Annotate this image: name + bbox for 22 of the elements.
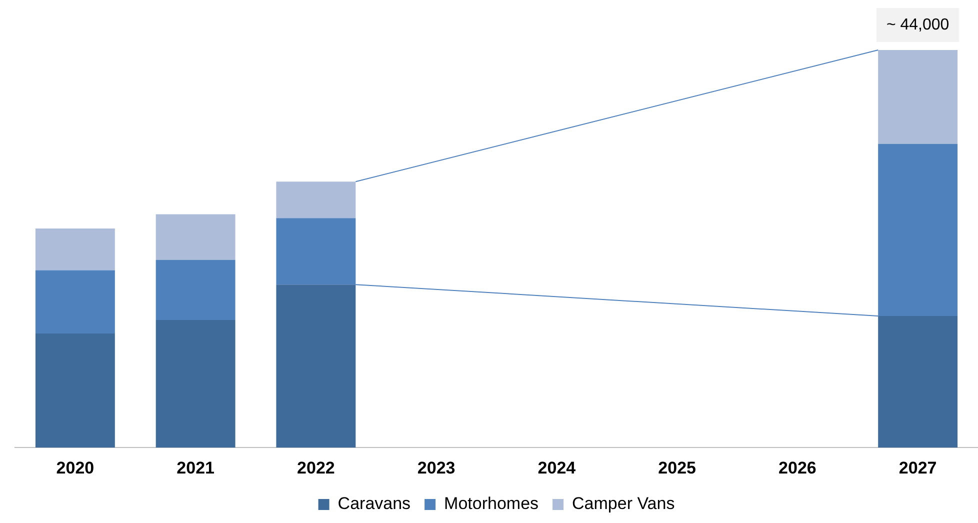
bar: [878, 316, 958, 448]
annotation: ~ 44,000: [886, 16, 950, 34]
legend-label: Caravans: [338, 494, 411, 514]
legend-label: Camper Vans: [572, 494, 675, 514]
x-tick-label: 2020: [56, 458, 94, 478]
bar: [156, 260, 236, 320]
bar: [156, 320, 236, 448]
bar: [156, 214, 236, 260]
x-tick-label: 2024: [538, 458, 576, 478]
bar: [878, 50, 958, 144]
x-tick-label: 2026: [778, 458, 816, 478]
x-tick-label: 2023: [417, 458, 456, 478]
bar: [35, 270, 115, 334]
x-tick-label: 2022: [297, 458, 335, 478]
bar: [276, 284, 356, 448]
bar: [35, 333, 115, 448]
legend-label: Motorhomes: [444, 494, 539, 514]
bar: [35, 228, 115, 270]
x-tick-label: 2027: [898, 458, 937, 478]
bar: [276, 182, 356, 218]
x-tick-label: 2025: [658, 458, 696, 478]
x-tick-label: 2021: [176, 458, 214, 478]
